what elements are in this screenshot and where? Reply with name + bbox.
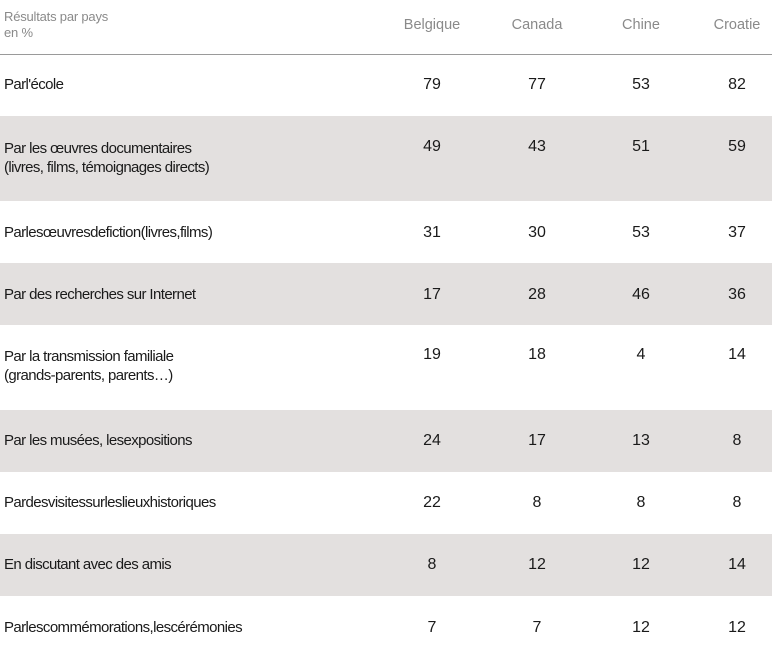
row-label-line1: En discutant avec des amis (4, 556, 172, 573)
row-label-line1: Par les musées, lesexpositions (4, 432, 193, 449)
cell-canada: 17 (528, 432, 546, 449)
cell-belgique: 24 (423, 432, 441, 449)
row-label: Pardesvisitessurleslieuxhistoriques (4, 493, 216, 512)
row-label: Par la transmission familiale (grands-pa… (4, 347, 174, 385)
row-label: En discutant avec des amis (4, 555, 172, 574)
cell-canada: 28 (528, 286, 546, 303)
row-label-line1: Pardesvisitessurleslieuxhistoriques (4, 494, 216, 511)
row-label-line1: Parlesœuvresdefiction(livres,films) (4, 224, 213, 241)
row-label-line1: Par les œuvres documentaires (4, 140, 192, 157)
column-header-canada: Canada (511, 17, 563, 33)
cell-chine: 4 (636, 346, 646, 363)
cell-chine: 8 (636, 494, 646, 511)
cell-belgique: 8 (427, 556, 437, 573)
cell-chine: 12 (632, 619, 650, 636)
cell-croatie: 59 (728, 138, 746, 155)
table-row: Parlescommémorations,lescérémonies 7 7 1… (0, 596, 772, 658)
cell-croatie: 82 (728, 76, 746, 93)
cell-chine: 46 (632, 286, 650, 303)
cell-belgique: 7 (427, 619, 437, 636)
cell-croatie: 8 (732, 432, 742, 449)
row-label-line1: Parlescommémorations,lescérémonies (4, 619, 243, 636)
table-row: Par les œuvres documentaires (livres, fi… (0, 116, 772, 201)
table-row: Parl'école 79 77 53 82 (0, 55, 772, 116)
cell-canada: 77 (528, 76, 546, 93)
cell-belgique: 19 (423, 346, 441, 363)
row-label-line1: Par la transmission familiale (4, 348, 174, 365)
column-header-chine: Chine (622, 17, 660, 33)
cell-belgique: 49 (423, 138, 441, 155)
cell-canada: 7 (532, 619, 542, 636)
table-row: En discutant avec des amis 8 12 12 14 (0, 534, 772, 596)
cell-canada: 18 (528, 346, 546, 363)
row-label-line2: (livres, films, témoignages directs) (4, 159, 210, 176)
cell-canada: 12 (528, 556, 546, 573)
row-label-line1: Par des recherches sur Internet (4, 286, 196, 303)
column-header-croatie: Croatie (713, 17, 761, 33)
cell-croatie: 12 (728, 619, 746, 636)
row-label: Par les musées, lesexpositions (4, 431, 193, 450)
cell-croatie: 8 (732, 494, 742, 511)
row-label-line1: Parl'école (4, 76, 64, 93)
table-row: Parlesœuvresdefiction(livres,films) 31 3… (0, 201, 772, 263)
row-label-line2: (grands-parents, parents…) (4, 367, 173, 384)
cell-canada: 30 (528, 224, 546, 241)
cell-croatie: 37 (728, 224, 746, 241)
cell-chine: 53 (632, 76, 650, 93)
cell-chine: 51 (632, 138, 650, 155)
table-title: Résultats par pays (4, 9, 109, 24)
cell-croatie: 14 (728, 556, 746, 573)
cell-belgique: 79 (423, 76, 441, 93)
table-row: Par les musées, lesexpositions 24 17 13 … (0, 410, 772, 472)
table-body: Parl'école 79 77 53 82 Par les œuvres do… (0, 55, 772, 658)
cell-belgique: 22 (423, 494, 441, 511)
row-label: Parlescommémorations,lescérémonies (4, 618, 243, 637)
table-row: Pardesvisitessurleslieuxhistoriques 22 8… (0, 472, 772, 534)
row-label: Par les œuvres documentaires (livres, fi… (4, 139, 210, 177)
cell-chine: 53 (632, 224, 650, 241)
cell-croatie: 36 (728, 286, 746, 303)
table-unit: en % (4, 25, 33, 40)
cell-belgique: 17 (423, 286, 441, 303)
row-label: Parlesœuvresdefiction(livres,films) (4, 223, 213, 242)
table-header: Résultats par pays en % Belgique Canada … (0, 0, 772, 55)
column-header-belgique: Belgique (403, 17, 461, 33)
row-label: Parl'école (4, 75, 64, 94)
cell-chine: 13 (632, 432, 650, 449)
cell-croatie: 14 (728, 346, 746, 363)
cell-belgique: 31 (423, 224, 441, 241)
table-row: Par des recherches sur Internet 17 28 46… (0, 263, 772, 325)
cell-chine: 12 (632, 556, 650, 573)
cell-canada: 43 (528, 138, 546, 155)
table-row: Par la transmission familiale (grands-pa… (0, 325, 772, 410)
row-label: Par des recherches sur Internet (4, 285, 196, 304)
cell-canada: 8 (532, 494, 542, 511)
